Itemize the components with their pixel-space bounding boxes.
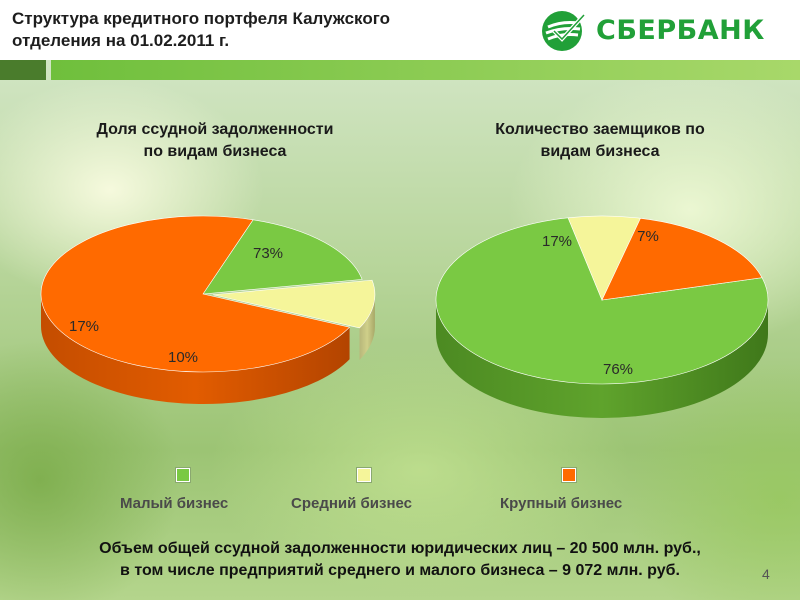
pie-slice-medium <box>212 279 376 329</box>
legend-swatch-large-business <box>562 468 576 482</box>
page-number: 4 <box>762 566 770 582</box>
legend-swatch-small-business <box>176 468 190 482</box>
logo-text: СБЕРБАНК <box>596 15 765 46</box>
legend-label-small-business: Малый бизнес <box>120 495 229 512</box>
pie-slice-small <box>202 219 363 295</box>
pie-slice-large <box>40 215 351 373</box>
pie-chart-loan-share: 17% 10% 73% <box>40 215 376 405</box>
chart-1-title: Доля ссудной задолженности по видам бизн… <box>96 121 334 160</box>
summary-text: Объем общей ссудной задолженности юридич… <box>99 540 701 579</box>
data-label-large: 17% <box>542 233 572 250</box>
data-label-medium: 7% <box>637 228 659 245</box>
page-title: Структура кредитного портфеля Калужского… <box>12 9 390 50</box>
legend-swatch-medium-business <box>357 468 371 482</box>
legend-label-large-business: Крупный бизнес <box>500 495 623 512</box>
pie-slice-large <box>601 217 763 301</box>
chart-2-title: Количество заемщиков по видам бизнеса <box>495 121 705 160</box>
data-label-small: 17% <box>69 318 99 335</box>
pie-slice-small <box>435 217 769 385</box>
header-accent-bar-light <box>51 60 800 80</box>
header: Структура кредитного портфеля Калужского… <box>0 0 800 60</box>
pie-side-medium <box>359 294 375 360</box>
sberbank-logo: СБЕРБАНК <box>540 9 790 53</box>
sberbank-emblem-icon <box>542 11 586 51</box>
data-label-small: 76% <box>603 361 633 378</box>
pie-side-large <box>40 294 350 405</box>
data-label-large: 73% <box>253 245 283 262</box>
header-accent-bar-dark <box>0 60 46 80</box>
pie-side-small <box>436 300 768 418</box>
legend-label-medium-business: Средний бизнес <box>291 495 413 512</box>
pie-chart-borrower-count: 76% 7% 17% <box>435 215 769 418</box>
data-label-medium: 10% <box>168 349 198 366</box>
